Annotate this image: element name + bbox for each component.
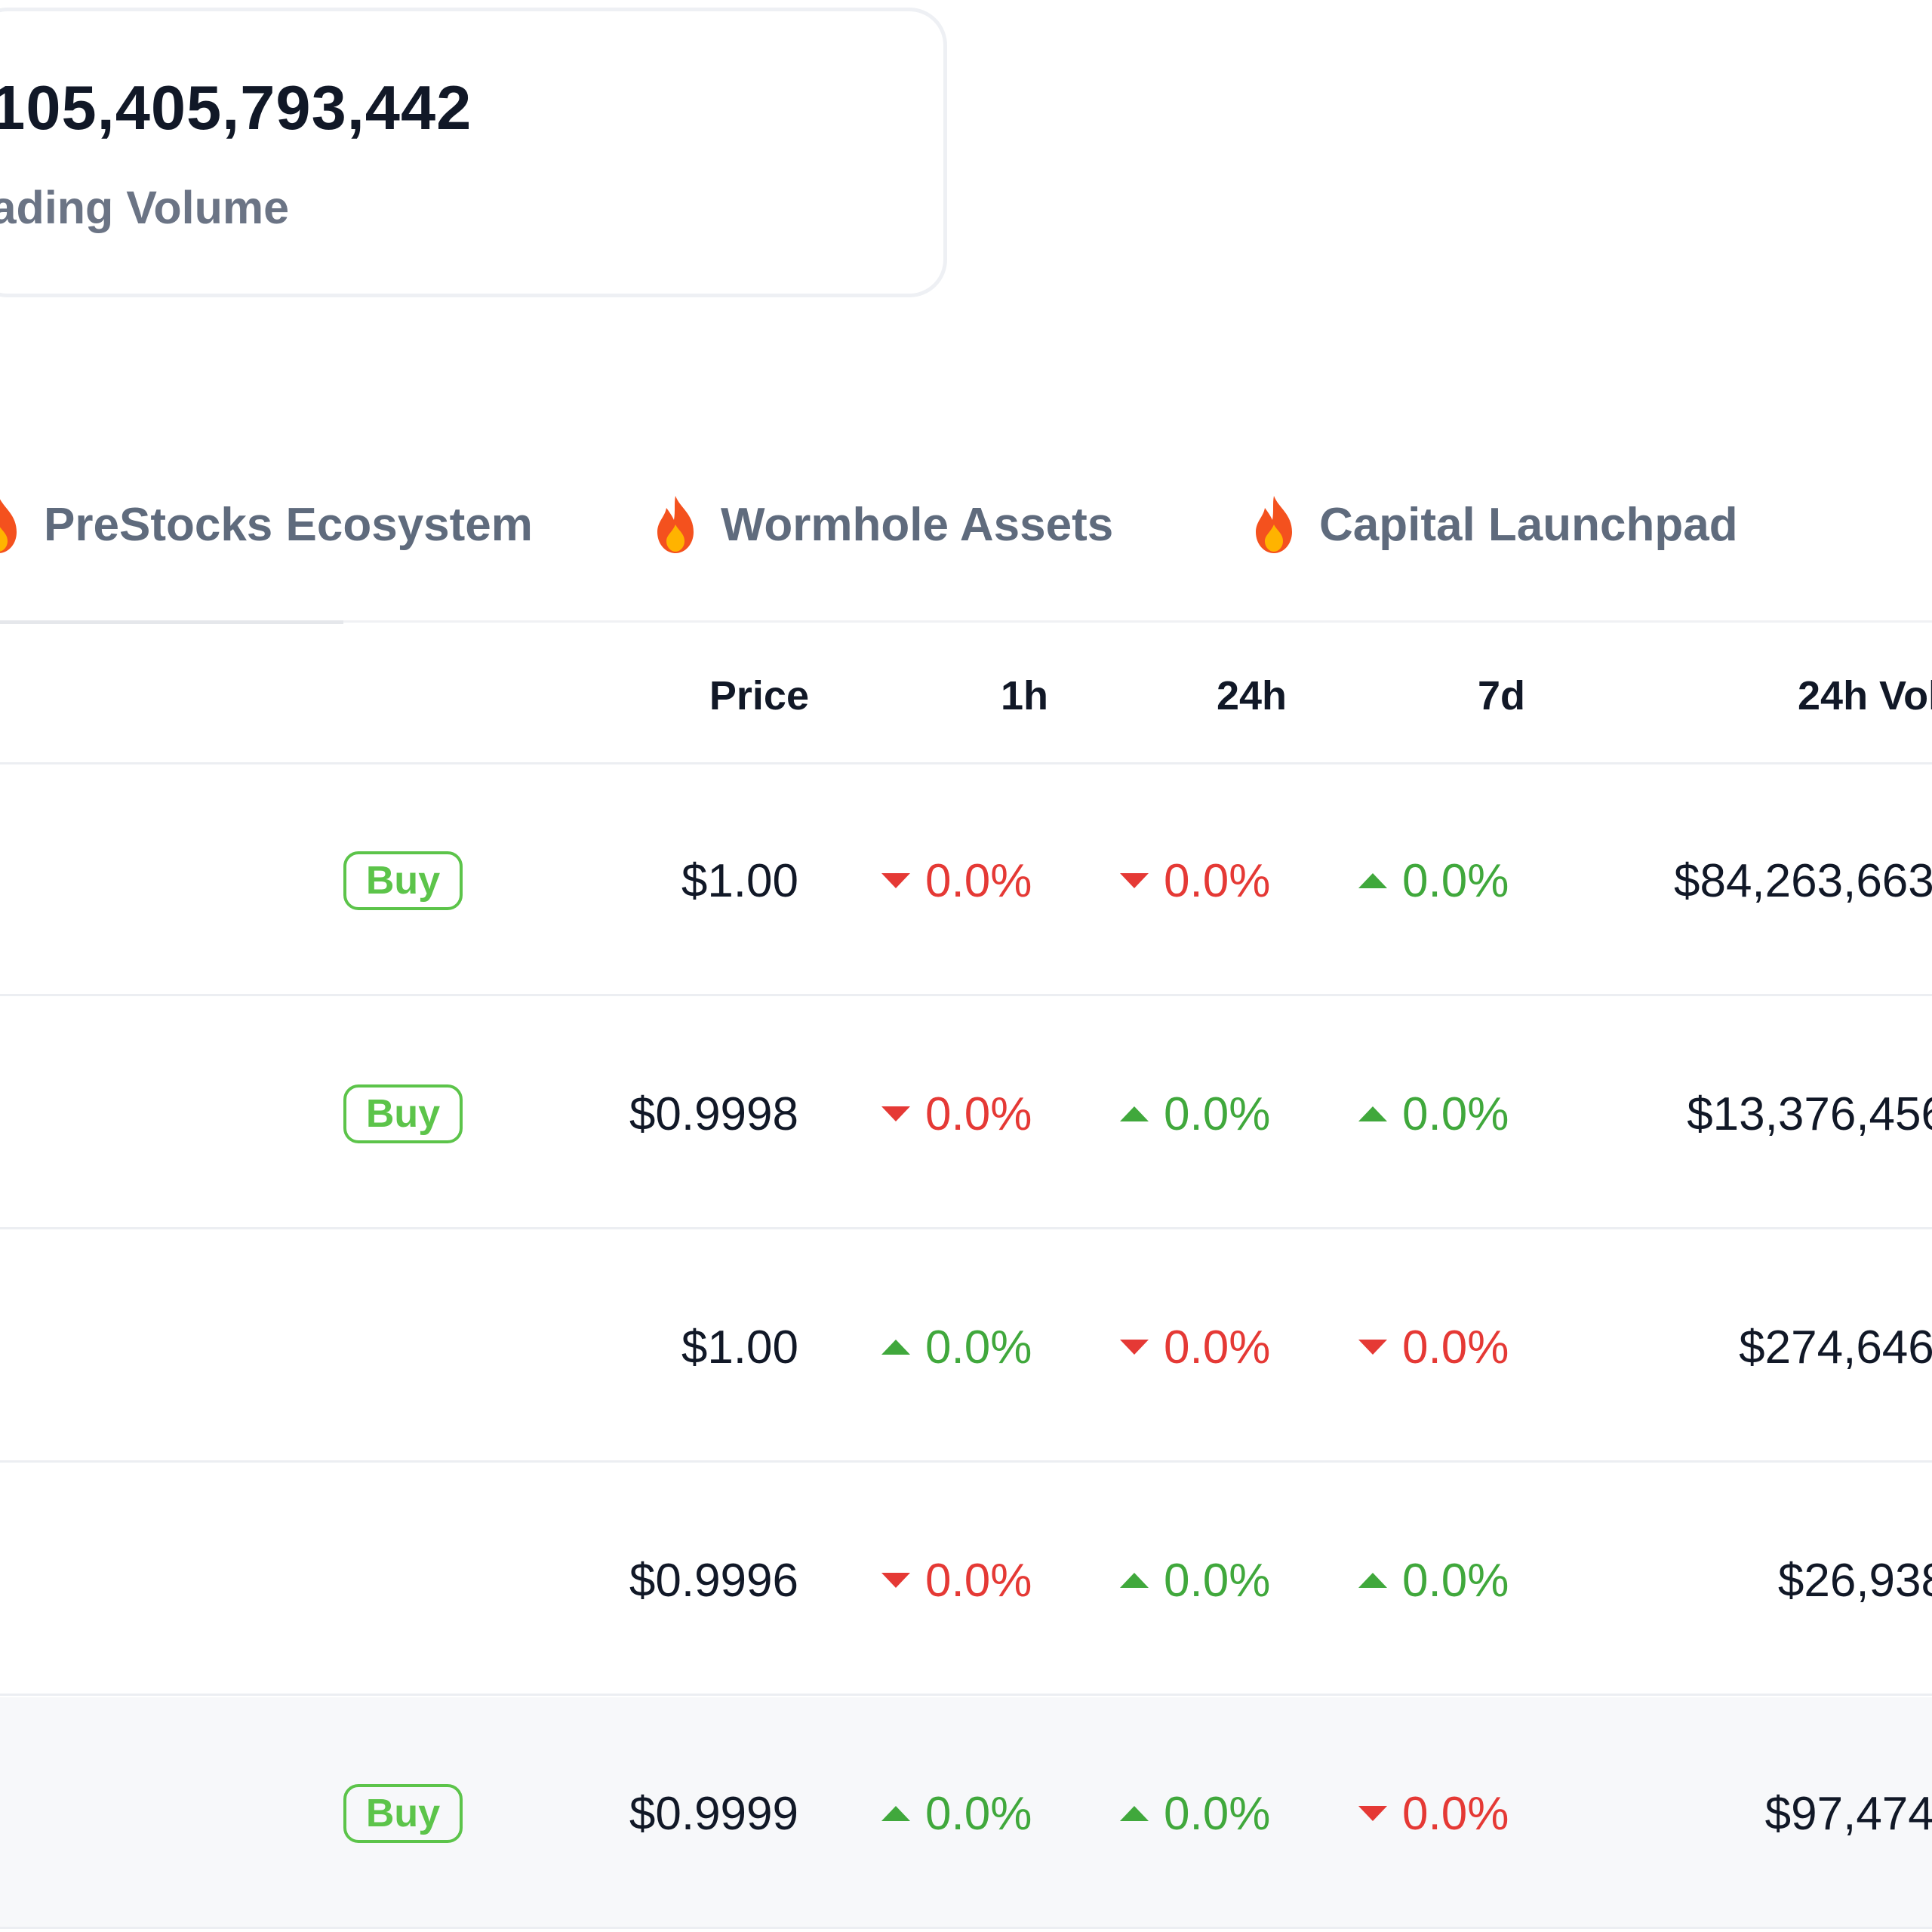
change-value: 0.0% — [1164, 1554, 1271, 1607]
change-h24-cell: 0.0% — [1120, 851, 1270, 911]
table-row[interactable]: Buy $0.9998 0.0% 0.0% 0.0% $13,376,456 — [0, 998, 1932, 1229]
caret-down-icon — [1358, 1806, 1387, 1821]
fire-icon — [1256, 496, 1292, 553]
volume-cell: $26,938 — [1777, 1554, 1932, 1607]
tab-prestocks-ecosystem[interactable]: PreStocks Ecosystem — [0, 491, 533, 558]
table-row[interactable]: Buy $0.9999 0.0% 0.0% 0.0% $97,474, — [0, 1697, 1932, 1929]
change-value: 0.0% — [1164, 1088, 1271, 1140]
change-value: 0.0% — [1402, 1554, 1509, 1607]
tab-label: Wormhole Assets — [721, 498, 1114, 551]
change-d7-cell: 0.0% — [1358, 1550, 1509, 1611]
caret-down-icon — [1358, 1340, 1387, 1355]
change-d7-cell: 0.0% — [1358, 1317, 1509, 1377]
caret-up-icon — [881, 1806, 910, 1821]
change-d7-cell: 0.0% — [1358, 851, 1509, 911]
caret-down-icon — [1120, 873, 1149, 888]
header-24h[interactable]: 24h — [1216, 673, 1287, 718]
change-h24-cell: 0.0% — [1120, 1084, 1270, 1144]
change-d7-cell: 0.0% — [1358, 1783, 1509, 1844]
change-value: 0.0% — [1402, 1088, 1509, 1140]
change-value: 0.0% — [925, 1787, 1032, 1840]
change-h24-cell: 0.0% — [1120, 1550, 1270, 1611]
change-value: 0.0% — [1164, 1787, 1271, 1840]
fire-icon — [657, 496, 694, 553]
buy-button[interactable]: Buy — [343, 1784, 463, 1843]
change-value: 0.0% — [1164, 1321, 1271, 1374]
price-cell: $0.9998 — [629, 1088, 798, 1140]
tab-capital-launchpad[interactable]: Capital Launchpad — [1250, 491, 1738, 558]
change-d7-cell: 0.0% — [1358, 1084, 1509, 1144]
caret-up-icon — [1358, 873, 1387, 888]
header-24h-volume[interactable]: 24h Volume — [1798, 673, 1932, 718]
volume-cell: $97,474, — [1764, 1787, 1932, 1840]
tabs-divider — [0, 620, 1932, 623]
change-value: 0.0% — [1164, 854, 1271, 907]
table-row[interactable]: $0.9996 0.0% 0.0% 0.0% $26,938 — [0, 1464, 1932, 1696]
volume-cell: $274,646, — [1739, 1321, 1932, 1374]
volume-cell: $13,376,456 — [1687, 1088, 1932, 1140]
tab-label: Capital Launchpad — [1319, 498, 1738, 551]
trading-volume-label: Trading Volume — [0, 182, 290, 233]
change-h1-cell: 0.0% — [881, 851, 1032, 911]
caret-down-icon — [881, 1573, 910, 1588]
header-divider — [0, 762, 1932, 764]
change-h1-cell: 0.0% — [881, 1550, 1032, 1611]
table-row[interactable]: $1.00 0.0% 0.0% 0.0% $274,646, — [0, 1231, 1932, 1463]
caret-up-icon — [1120, 1806, 1149, 1821]
change-h1-cell: 0.0% — [881, 1084, 1032, 1144]
change-value: 0.0% — [1402, 854, 1509, 907]
price-cell: $1.00 — [681, 854, 798, 907]
change-h1-cell: 0.0% — [881, 1317, 1032, 1377]
change-value: 0.0% — [925, 1321, 1032, 1374]
tab-label: PreStocks Ecosystem — [44, 498, 533, 551]
volume-cell: $84,263,663, — [1673, 854, 1932, 907]
change-h24-cell: 0.0% — [1120, 1317, 1270, 1377]
trading-volume-card — [0, 8, 947, 297]
change-h1-cell: 0.0% — [881, 1783, 1032, 1844]
trading-volume-value: $105,405,793,442 — [0, 72, 472, 143]
caret-up-icon — [1358, 1106, 1387, 1121]
change-value: 0.0% — [1402, 1321, 1509, 1374]
change-value: 0.0% — [925, 1554, 1032, 1607]
caret-up-icon — [881, 1340, 910, 1355]
change-h24-cell: 0.0% — [1120, 1783, 1270, 1844]
caret-down-icon — [1120, 1340, 1149, 1355]
price-cell: $1.00 — [681, 1321, 798, 1374]
caret-up-icon — [1120, 1106, 1149, 1121]
caret-up-icon — [1358, 1573, 1387, 1588]
change-value: 0.0% — [925, 1088, 1032, 1140]
buy-button[interactable]: Buy — [343, 851, 463, 910]
header-1h[interactable]: 1h — [1000, 673, 1048, 718]
price-cell: $0.9999 — [629, 1787, 798, 1840]
change-value: 0.0% — [1402, 1787, 1509, 1840]
header-price[interactable]: Price — [709, 673, 809, 718]
buy-button[interactable]: Buy — [343, 1084, 463, 1143]
header-7d[interactable]: 7d — [1477, 673, 1525, 718]
price-cell: $0.9996 — [629, 1554, 798, 1607]
caret-down-icon — [881, 873, 910, 888]
tab-wormhole-assets[interactable]: Wormhole Assets — [651, 491, 1113, 558]
tabs-underline — [0, 620, 343, 624]
table-row[interactable]: Buy $1.00 0.0% 0.0% 0.0% $84,263,663, — [0, 764, 1932, 996]
change-value: 0.0% — [925, 854, 1032, 907]
caret-down-icon — [881, 1106, 910, 1121]
fire-icon — [0, 499, 17, 553]
caret-up-icon — [1120, 1573, 1149, 1588]
